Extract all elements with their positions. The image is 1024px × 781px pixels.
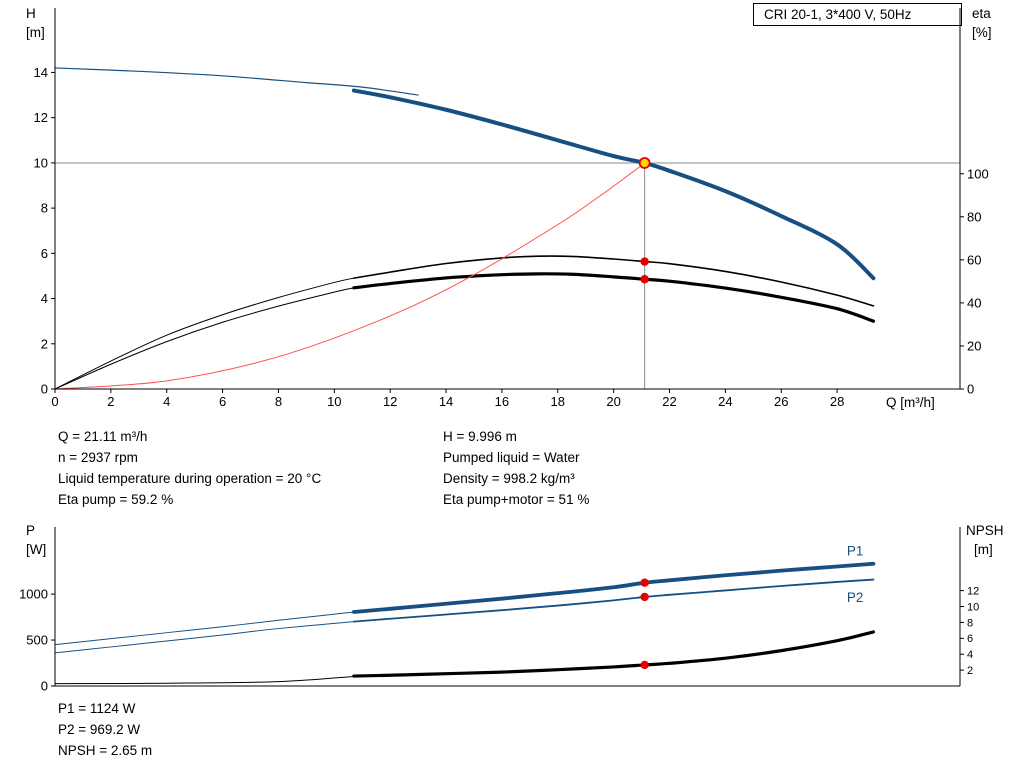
curve-label: P1 <box>847 543 864 558</box>
x-tick-label: 10 <box>327 394 341 409</box>
series-eta-pump-motor <box>352 272 876 323</box>
x-tick-label: 18 <box>551 394 565 409</box>
y-tick-label-left: 6 <box>41 246 48 261</box>
operating-point-dot <box>640 578 649 587</box>
y-tick-label-right: 10 <box>967 601 979 613</box>
power-axis-unit: P [W] <box>26 521 46 559</box>
y-tick-label-left: 8 <box>41 201 48 216</box>
y-tick-label-left: 2 <box>41 336 48 351</box>
power-npsh-chart-canvas: 0 500 1000 2 4 6 8 10 12 P1 P2 <box>19 527 979 694</box>
operating-point-info-left: Q = 21.11 m³/h n = 2937 rpm Liquid tempe… <box>58 426 321 510</box>
y-tick-label-right: 2 <box>967 665 973 677</box>
eta-axis-unit-text: [%] <box>972 25 992 40</box>
series-p1 <box>351 561 876 614</box>
series-npsh-thin <box>54 675 355 685</box>
series-p2 <box>352 578 875 623</box>
x-tick-label: 0 <box>51 394 58 409</box>
y-tick-label-left: 12 <box>34 110 48 125</box>
y-tick-label-left: 0 <box>41 382 48 397</box>
x-tick-label: 28 <box>830 394 844 409</box>
curve-label: P2 <box>847 590 864 605</box>
series-eta-pump <box>353 255 875 307</box>
y-tick-label-right: 100 <box>967 166 989 181</box>
head-axis-unit: H [m] <box>26 4 45 42</box>
x-tick-label: 12 <box>383 394 397 409</box>
operating-point-dot <box>640 275 649 284</box>
x-tick-label: 8 <box>275 394 282 409</box>
x-tick-label: 22 <box>662 394 676 409</box>
speed-value: n = 2937 rpm <box>58 450 138 465</box>
duty-point-marker <box>638 157 651 169</box>
operating-point-dot <box>640 592 649 602</box>
series-eta-pump-thin <box>54 277 355 390</box>
series-system-curve <box>54 162 646 390</box>
hq-eta-chart-canvas: 0 2 4 6 8 10 12 14 16 18 20 22 24 26 28024681012140204… <box>34 8 989 409</box>
npsh-axis-symbol: NPSH <box>966 523 1004 538</box>
y-tick-label-left: 10 <box>34 155 48 170</box>
y-tick-label-left: 500 <box>26 633 48 648</box>
p2-value: P2 = 969.2 W <box>58 722 141 737</box>
operating-point-dot <box>640 257 649 266</box>
x-tick-label: 2 <box>107 394 114 409</box>
eta-pump-value: Eta pump = 59.2 % <box>58 492 174 507</box>
y-tick-label-right: 6 <box>967 633 973 645</box>
y-tick-label-left: 1000 <box>19 587 48 602</box>
head-axis-symbol: H <box>26 6 36 21</box>
power-axis-symbol: P <box>26 523 36 538</box>
eta-axis-unit: eta [%] <box>972 4 992 42</box>
power-results: P1 = 1124 W P2 = 969.2 W NPSH = 2.65 m <box>58 698 152 761</box>
series-head-curve-thin <box>54 67 419 96</box>
y-tick-label-right: 12 <box>967 585 979 597</box>
y-tick-label-right: 8 <box>967 617 973 629</box>
x-tick-label: 20 <box>606 394 620 409</box>
npsh-value: NPSH = 2.65 m <box>58 743 153 758</box>
y-tick-label-right: 40 <box>967 295 981 310</box>
pumped-liquid-value: Pumped liquid = Water <box>443 450 580 465</box>
eta-pump-motor-value: Eta pump+motor = 51 % <box>443 492 590 507</box>
series-p2-thin <box>54 621 355 654</box>
y-tick-label-left: 0 <box>41 679 48 694</box>
head-value: H = 9.996 m <box>443 429 517 444</box>
y-tick-label-right: 0 <box>967 382 974 397</box>
operating-point-info-right: H = 9.996 m Pumped liquid = Water Densit… <box>443 426 589 510</box>
series-eta-pump-motor-thin <box>54 287 355 390</box>
eta-axis-symbol: eta <box>972 6 991 21</box>
head-axis-unit-text: [m] <box>26 25 45 40</box>
x-tick-label: 6 <box>219 394 226 409</box>
power-axis-unit-text: [W] <box>26 542 47 557</box>
x-tick-label: 14 <box>439 394 453 409</box>
operating-point-dot <box>640 660 649 670</box>
liquid-temperature-value: Liquid temperature during operation = 20… <box>58 471 322 486</box>
y-tick-label-right: 4 <box>967 649 973 661</box>
y-tick-label-right: 80 <box>967 209 981 224</box>
series-npsh <box>352 630 876 678</box>
x-tick-label: 4 <box>163 394 170 409</box>
y-tick-label-left: 4 <box>41 291 48 306</box>
x-tick-label: 24 <box>718 394 732 409</box>
flow-axis-label: Q [m³/h] <box>886 395 935 410</box>
x-tick-label: 16 <box>495 394 509 409</box>
flow-value: Q = 21.11 m³/h <box>58 429 148 444</box>
p1-value: P1 = 1124 W <box>58 701 136 716</box>
density-value: Density = 998.2 kg/m³ <box>443 471 575 486</box>
npsh-axis-unit: NPSH [m] <box>966 521 1004 559</box>
series-p1-thin <box>54 611 355 646</box>
y-tick-label-left: 14 <box>34 65 48 80</box>
y-tick-label-right: 60 <box>967 252 981 267</box>
npsh-axis-unit-text: [m] <box>974 542 993 557</box>
x-tick-label: 26 <box>774 394 788 409</box>
series-head-curve <box>351 88 876 281</box>
y-tick-label-right: 20 <box>967 338 981 353</box>
pump-title-box: CRI 20-1, 3*400 V, 50Hz <box>753 3 962 26</box>
